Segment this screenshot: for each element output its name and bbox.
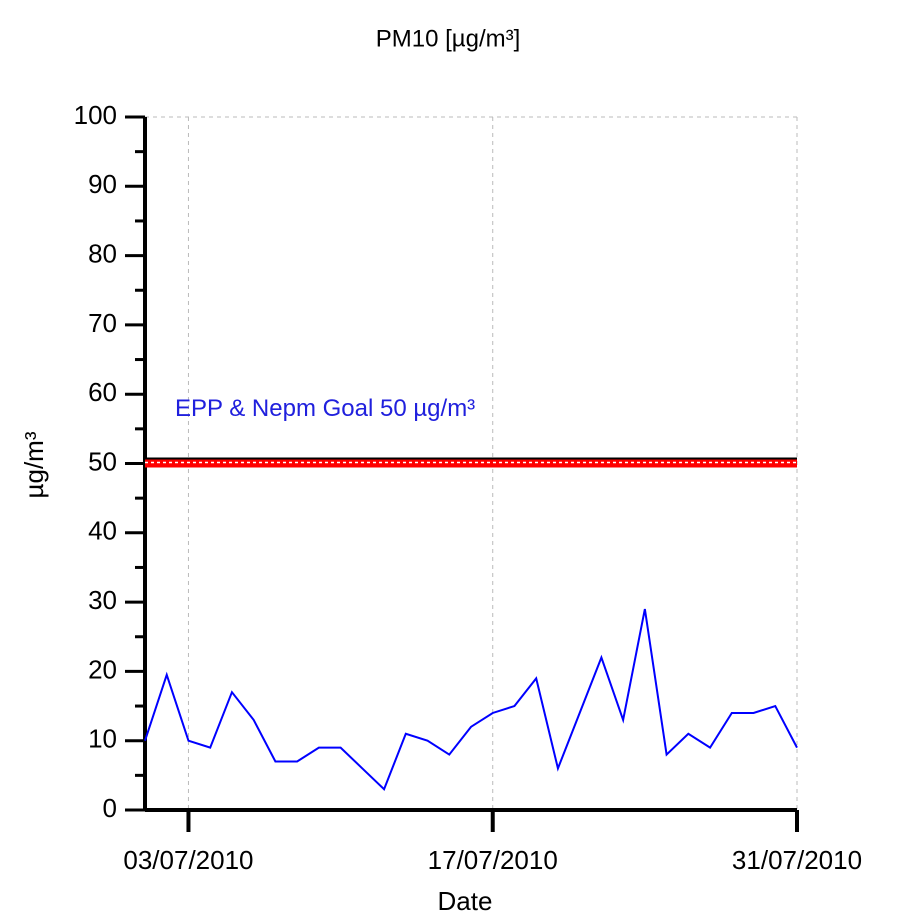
y-tick-label: 80: [88, 238, 117, 268]
chart-title: PM10 [µg/m³]: [376, 25, 521, 52]
x-tick-label: 03/07/2010: [123, 845, 253, 875]
y-tick-label: 20: [88, 654, 117, 684]
data-line: [144, 608, 798, 791]
y-tick-label: 10: [88, 724, 117, 754]
y-tick-label: 40: [88, 516, 117, 546]
y-tick-label: 60: [88, 377, 117, 407]
y-tick-label: 50: [88, 446, 117, 476]
y-tick-label: 30: [88, 585, 117, 615]
y-tick-label: 0: [103, 793, 117, 823]
y-axis-label: µg/m³: [19, 431, 49, 498]
x-tick-label: 17/07/2010: [428, 845, 558, 875]
reference-line: [145, 459, 797, 468]
y-tick-label: 100: [74, 100, 117, 130]
reference-label: EPP & Nepm Goal 50 µg/m³: [175, 395, 475, 422]
y-tick-label: 70: [88, 308, 117, 338]
x-tick-label: 31/07/2010: [732, 845, 862, 875]
y-tick-label: 90: [88, 169, 117, 199]
x-axis-label: Date: [438, 886, 493, 916]
